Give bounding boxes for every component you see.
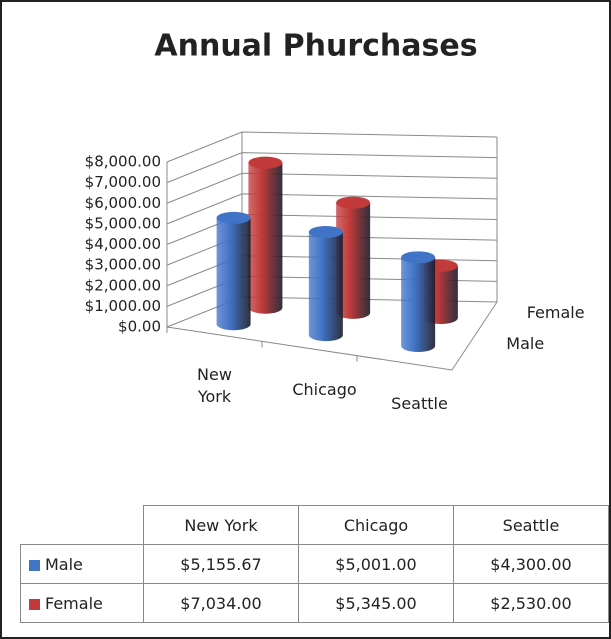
y-tick-label: $7,000.00 [85,173,161,191]
table-cell: $5,001.00 [298,544,454,584]
grid-line [166,152,498,184]
cylinder [336,202,371,319]
cylinder-top [248,156,283,169]
table-cell: $4,300.00 [453,544,609,584]
x-tick-label: Chicago [292,379,357,399]
table-row: Female $7,034.00 $5,345.00 $2,530.00 [20,583,609,623]
cylinder-top [336,196,371,209]
y-tick-label: $0.00 [118,318,161,336]
data-table: New York Chicago Seattle Male $5,155.67 $5,00… [20,505,609,623]
legend-label: Male [45,554,83,574]
table-header-cell: New York [143,505,299,545]
row-label: Female [20,583,144,623]
cylinder [308,231,343,342]
table-header: New York Chicago Seattle [20,505,609,545]
chart: Annual Phurchases $0.00 $1,000.00 $2,000.0… [85,29,585,371]
y-tick-label: $1,000.00 [85,297,161,315]
depth-label: Male [506,334,544,353]
legend-key [29,598,40,610]
table-cell: $5,155.67 [143,544,299,584]
y-tick-label: $3,000.00 [85,256,161,274]
chart-title: Annual Phurchases [154,29,477,64]
legend-label: Female [45,593,103,613]
row-label: Male [20,544,144,584]
cylinder [401,257,436,353]
grid-line [166,172,498,204]
table-cell: $5,345.00 [298,583,454,623]
cylinder [248,162,283,314]
table-row: Male $5,155.67 $5,001.00 $4,300.00 [20,544,609,584]
x-tick-label: Seattle [391,393,448,413]
y-tick-label: $5,000.00 [85,214,161,232]
grid-line [166,131,498,163]
x-tick-label: New York [197,365,232,407]
grid-line [166,193,498,225]
table-cell: $7,034.00 [143,583,299,623]
cylinder [216,217,251,331]
cylinder-top [401,251,436,264]
y-tick-label: $6,000.00 [85,194,161,212]
legend-key [29,559,40,571]
y-tick-label: $8,000.00 [85,153,161,171]
table-header-cell: Seattle [453,505,609,545]
depth-label: Female [527,303,585,322]
table-header-cell: Chicago [298,505,454,545]
cylinder-top [216,211,251,224]
table-cell: $2,530.00 [453,583,609,623]
y-tick-label: $4,000.00 [85,235,161,253]
table-corner [20,505,144,545]
y-tick-label: $2,000.00 [85,276,161,294]
cylinder-top [308,225,343,238]
